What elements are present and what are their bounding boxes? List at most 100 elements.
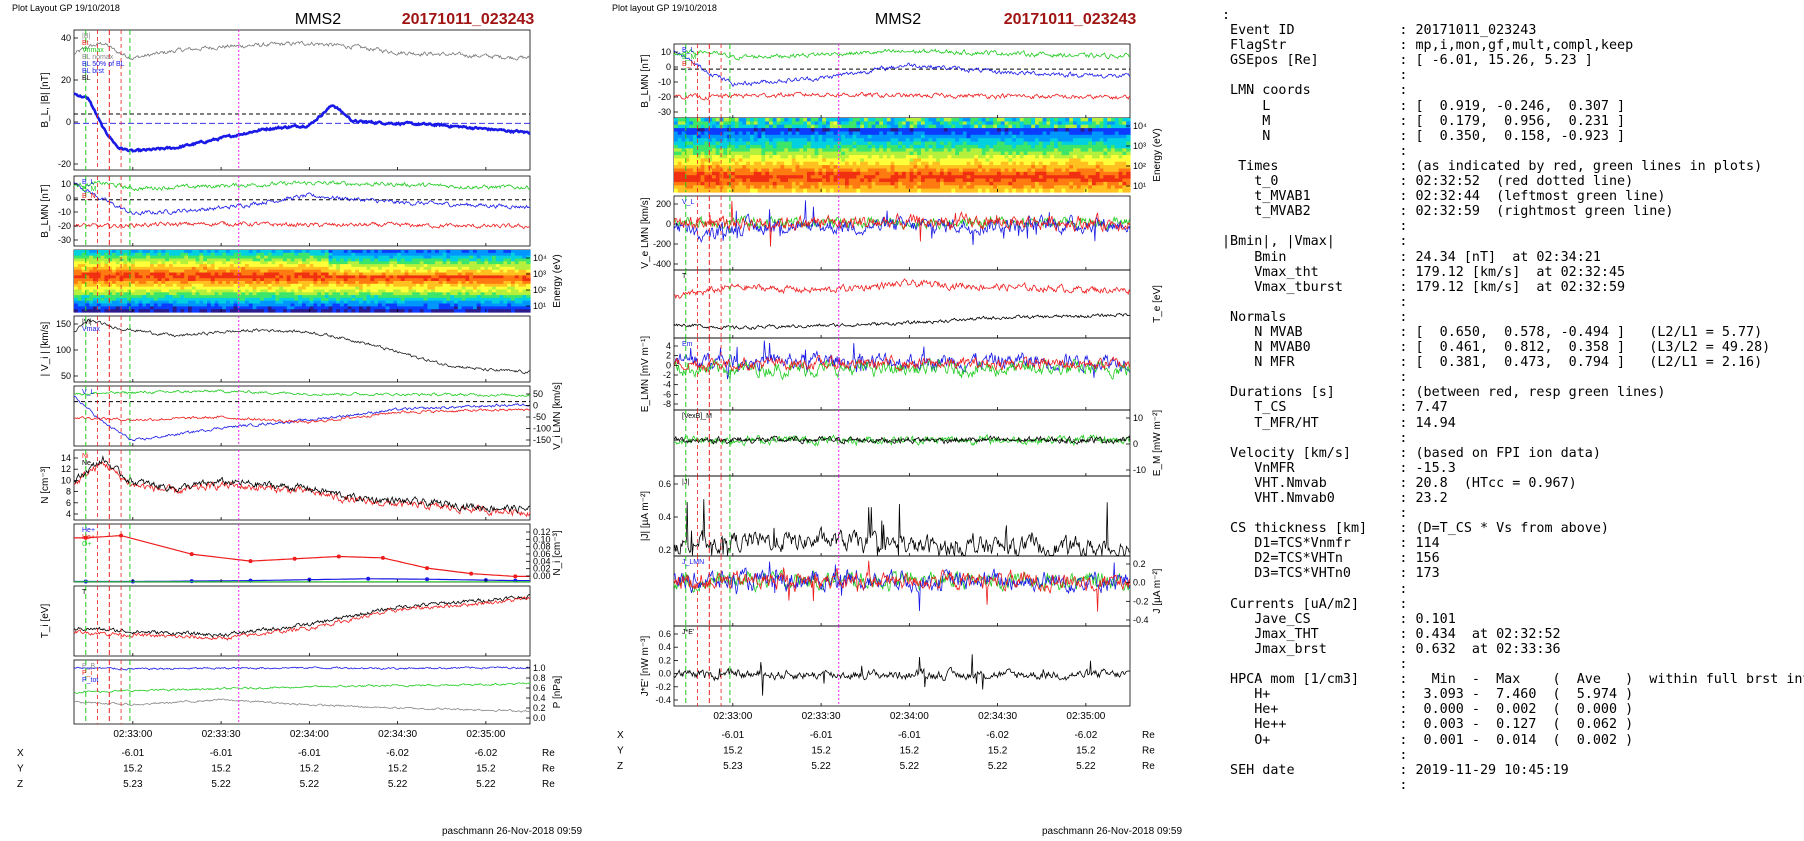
spectrogram-cell bbox=[457, 250, 463, 254]
spectrogram-cell bbox=[370, 266, 375, 271]
spectrogram-cell bbox=[780, 144, 785, 149]
spectrogram-cell bbox=[131, 252, 136, 257]
spectrogram-cell bbox=[294, 250, 299, 254]
spectrogram-cell bbox=[989, 155, 994, 159]
spectrogram-cell bbox=[518, 278, 523, 282]
spectrogram-cell bbox=[260, 289, 265, 293]
spectrogram-cell bbox=[336, 281, 341, 285]
spectrogram-cell bbox=[696, 138, 702, 143]
spectrogram-cell bbox=[207, 300, 212, 305]
spectrogram-cell bbox=[917, 134, 922, 139]
spectrogram-cell bbox=[829, 158, 835, 163]
spectrogram-cell bbox=[226, 283, 231, 288]
spectrogram-cell bbox=[765, 178, 770, 183]
spectrogram-cell bbox=[788, 121, 793, 126]
spectrogram-cell bbox=[473, 292, 478, 296]
spectrogram-cell bbox=[795, 134, 800, 139]
spectrogram-cell bbox=[507, 289, 512, 293]
spectrogram-cell bbox=[256, 269, 261, 274]
spectrogram-cell bbox=[791, 185, 797, 190]
spectrogram-cell bbox=[222, 258, 227, 262]
spectrogram-cell bbox=[898, 134, 903, 139]
spectrogram-cell bbox=[974, 151, 979, 156]
spectrogram-cell bbox=[970, 185, 975, 190]
spectrogram-cell bbox=[184, 275, 189, 279]
spectrogram-cell bbox=[119, 275, 124, 279]
spectrogram-cell bbox=[237, 275, 242, 279]
spectrogram-cell bbox=[712, 141, 717, 146]
left-series-6-1 bbox=[74, 578, 530, 583]
spectrogram-cell bbox=[142, 261, 147, 265]
spectrogram-cell bbox=[1008, 155, 1013, 159]
spectrogram-cell bbox=[734, 158, 740, 163]
spectrogram-cell bbox=[207, 295, 212, 299]
spectrogram-cell bbox=[370, 258, 375, 262]
spectrogram-cell bbox=[731, 165, 736, 170]
y-tick-label: 10³ bbox=[533, 269, 546, 279]
spectrogram-cell bbox=[374, 295, 379, 299]
spectrogram-cell bbox=[795, 168, 800, 173]
spectrogram-cell bbox=[514, 306, 520, 310]
spectrogram-cell bbox=[172, 295, 178, 299]
spectrogram-cell bbox=[886, 138, 892, 143]
spectrogram-cell bbox=[226, 289, 231, 293]
spectrogram-cell bbox=[970, 141, 975, 146]
spectrogram-cell bbox=[450, 258, 455, 262]
spectrogram-cell bbox=[902, 165, 907, 170]
spectrogram-cell bbox=[400, 289, 406, 293]
spectrogram-cell bbox=[336, 252, 341, 257]
spectrogram-cell bbox=[492, 295, 497, 299]
left-pos-value: 5.22 bbox=[211, 779, 231, 790]
spectrogram-cell bbox=[913, 181, 918, 186]
spectrogram-cell bbox=[252, 283, 257, 288]
spectrogram-cell bbox=[119, 278, 124, 282]
spectrogram-cell bbox=[951, 178, 956, 183]
spectrogram-cell bbox=[172, 281, 178, 285]
spectrogram-cell bbox=[359, 255, 364, 259]
y-tick-label: 8 bbox=[66, 487, 71, 497]
spectrogram-cell bbox=[195, 295, 200, 299]
spectrogram-cell bbox=[298, 292, 303, 296]
spectrogram-cell bbox=[317, 269, 322, 274]
spectrogram-cell bbox=[495, 258, 501, 262]
spectrogram-cell bbox=[465, 255, 470, 259]
spectrogram-cell bbox=[511, 275, 516, 279]
spectrogram-cell bbox=[484, 272, 489, 276]
spectrogram-cell bbox=[260, 258, 265, 262]
spectrogram-cell bbox=[195, 266, 200, 271]
spectrogram-cell bbox=[522, 252, 527, 257]
spectrogram-cell bbox=[119, 269, 124, 274]
spectrogram-cell bbox=[818, 165, 823, 170]
spectrogram-cell bbox=[203, 286, 208, 290]
spectrogram-cell bbox=[389, 286, 394, 290]
spectrogram-cell bbox=[484, 250, 489, 254]
spectrogram-cell bbox=[374, 289, 379, 293]
spectrogram-cell bbox=[928, 185, 933, 190]
spectrogram-cell bbox=[674, 124, 679, 129]
spectrogram-cell bbox=[385, 295, 390, 299]
spectrogram-cell bbox=[131, 278, 136, 282]
spectrogram-cell bbox=[218, 297, 223, 302]
spectrogram-cell bbox=[518, 306, 523, 310]
left-series-7-0 bbox=[73, 594, 531, 638]
spectrogram-cell bbox=[374, 261, 379, 265]
spectrogram-cell bbox=[210, 295, 216, 299]
spectrogram-cell bbox=[115, 309, 121, 313]
spectrogram-cell bbox=[704, 131, 709, 136]
spectrogram-cell bbox=[514, 286, 520, 290]
spectrogram-cell bbox=[119, 255, 124, 259]
y-tick-label: 0.8 bbox=[533, 673, 546, 683]
spectrogram-cell bbox=[359, 283, 364, 288]
spectrogram-cell bbox=[176, 252, 181, 257]
spectrogram-cell bbox=[757, 148, 762, 153]
spectrogram-cell bbox=[100, 303, 105, 307]
spectrogram-cell bbox=[324, 261, 330, 265]
spectrogram-cell bbox=[974, 185, 979, 190]
spectrogram-cell bbox=[784, 168, 789, 173]
spectrogram-cell bbox=[347, 281, 352, 285]
spectrogram-cell bbox=[902, 131, 907, 136]
spectrogram-cell bbox=[362, 286, 368, 290]
spectrogram-cell bbox=[89, 286, 94, 290]
spectrogram-cell bbox=[924, 138, 930, 143]
spectrogram-cell bbox=[408, 281, 413, 285]
